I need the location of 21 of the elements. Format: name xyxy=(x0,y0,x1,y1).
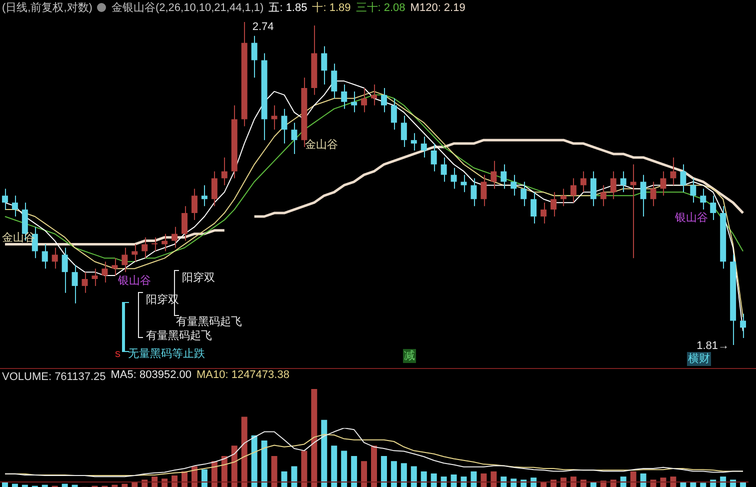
annotation: 银山谷 xyxy=(674,211,708,224)
text: s xyxy=(115,348,121,360)
annotation: 2.74 xyxy=(252,21,274,34)
text: 五: 1.85 xyxy=(268,2,308,14)
annotation: 有量黑码起飞 xyxy=(146,330,212,342)
text: VOLUME: 761137.25 xyxy=(2,371,106,383)
chart-title: (日线,前复权,对数) xyxy=(2,2,92,14)
text: MA10: 1247473.38 xyxy=(196,369,290,381)
annotation: 有量黑码起飞 xyxy=(176,316,242,328)
text: 横财 xyxy=(688,352,710,366)
annotation: 阳穿双 xyxy=(182,271,215,284)
text: 无量黑码等止跌 xyxy=(128,347,205,360)
annotation: 银山谷 xyxy=(117,274,151,288)
text: 十: 1.89 xyxy=(312,2,351,14)
text: 减 xyxy=(404,349,415,362)
chart-subtitle: 金银山谷(2,26,10,10,21,44,1,1) xyxy=(111,2,264,14)
text: M120: 2.19 xyxy=(410,2,466,14)
annotation: 金山谷 xyxy=(305,138,338,152)
annotation: 1.81→ xyxy=(696,340,730,352)
text: 三十: 2.08 xyxy=(356,2,406,14)
text: MA5: 803952.00 xyxy=(110,369,192,381)
